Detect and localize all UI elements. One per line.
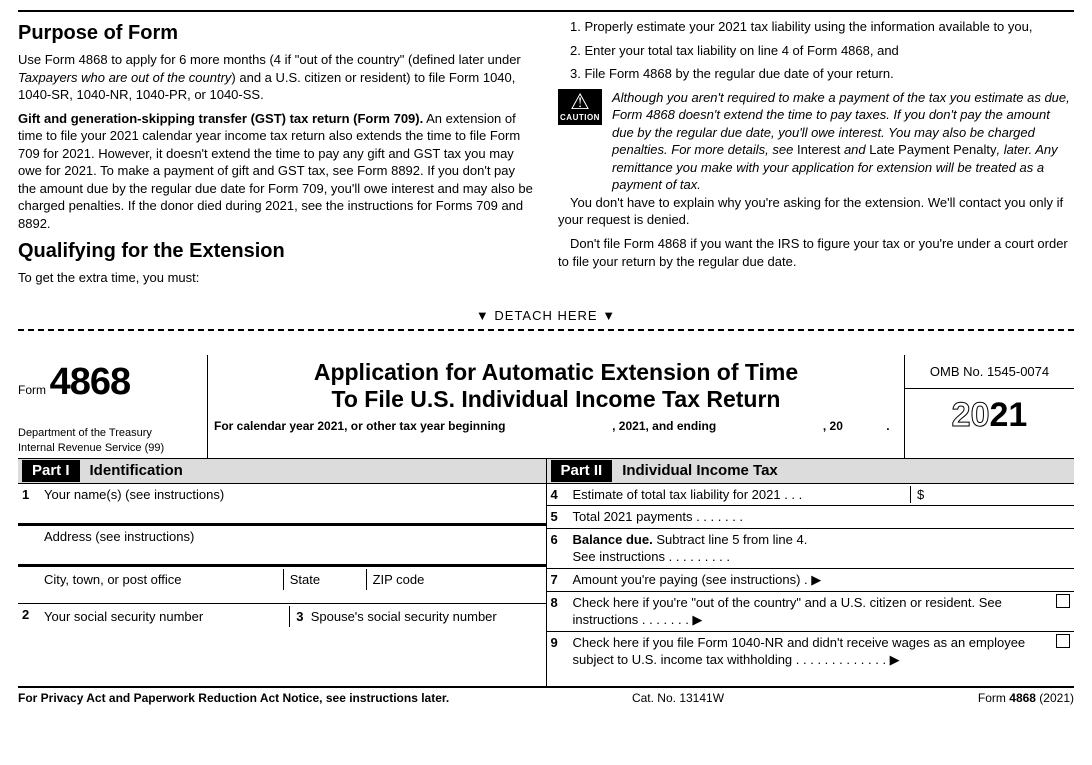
line-num-9: 9: [551, 634, 573, 652]
caution-text: Although you aren't required to make a p…: [612, 89, 1074, 194]
line-address[interactable]: Address (see instructions): [18, 525, 546, 565]
ssn-label: Your social security number: [44, 606, 289, 628]
line-city-state-zip[interactable]: City, town, or post office State ZIP cod…: [18, 566, 546, 604]
omb-year-box: OMB No. 1545-0074 2021: [904, 355, 1074, 458]
form-title-1: Application for Automatic Extension of T…: [212, 359, 900, 387]
detach-line: [18, 329, 1074, 331]
line-7[interactable]: 7 Amount you're paying (see instructions…: [547, 569, 1075, 592]
form-ref: Form 4868 (2021): [810, 690, 1074, 706]
line-num-6: 6: [551, 531, 573, 549]
part-2-header: Part IIIndividual Income Tax: [547, 459, 1075, 484]
line-8-label: Check here if you're "out of the country…: [573, 594, 1051, 629]
form-header: Form 4868 Department of the Treasury Int…: [18, 355, 1074, 459]
form-word: Form: [18, 383, 46, 397]
line-9[interactable]: 9 Check here if you file Form 1040-NR an…: [547, 632, 1075, 686]
part-2-tag: Part II: [551, 460, 613, 482]
omb-number: OMB No. 1545-0074: [905, 355, 1074, 390]
form-id-box: Form 4868 Department of the Treasury Int…: [18, 355, 208, 458]
top-rule: [18, 10, 1074, 12]
line-num-1: 1: [22, 486, 44, 504]
para-dontfile: Don't file Form 4868 if you want the IRS…: [558, 235, 1074, 270]
privacy-notice: For Privacy Act and Paperwork Reduction …: [18, 690, 546, 706]
line-num-8: 8: [551, 594, 573, 612]
para-qualify: To get the extra time, you must:: [18, 269, 534, 287]
para-purpose: Use Form 4868 to apply for 6 more months…: [18, 51, 534, 104]
line-4-label: Estimate of total tax liability for 2021…: [573, 486, 911, 504]
caution-label: CAUTION: [560, 113, 600, 124]
calendar-year-line: For calendar year 2021, or other tax yea…: [212, 414, 900, 436]
form-title-box: Application for Automatic Extension of T…: [208, 355, 904, 458]
line-5-label: Total 2021 payments . . . . . . .: [573, 508, 911, 526]
line-num-3: 3: [296, 609, 303, 624]
part-1-header: Part IIdentification: [18, 459, 546, 484]
part-1: Part IIdentification 1 Your name(s) (see…: [18, 459, 547, 686]
zip-label: ZIP code: [366, 569, 542, 591]
address-label: Address (see instructions): [44, 528, 542, 546]
city-label: City, town, or post office: [44, 569, 283, 591]
warning-triangle-icon: ⚠: [570, 91, 590, 113]
form-body: Part IIdentification 1 Your name(s) (see…: [18, 459, 1074, 686]
list-item-1: 1. Properly estimate your 2021 tax liabi…: [558, 18, 1074, 36]
form-footer: For Privacy Act and Paperwork Reduction …: [18, 686, 1074, 706]
para-noexplain: You don't have to explain why you're ask…: [558, 194, 1074, 229]
state-label: State: [283, 569, 366, 591]
checkbox-line-8[interactable]: [1056, 594, 1070, 608]
detach-label: ▼ DETACH HERE ▼: [18, 307, 1074, 325]
line-4[interactable]: 4 Estimate of total tax liability for 20…: [547, 484, 1075, 507]
part-2: Part IIIndividual Income Tax 4 Estimate …: [547, 459, 1075, 686]
line-6-label: Balance due. Subtract line 5 from line 4…: [573, 531, 911, 566]
line-ssn[interactable]: 2 Your social security number 3 Spouse's…: [18, 604, 546, 638]
list-item-2: 2. Enter your total tax liability on lin…: [558, 42, 1074, 60]
dept-treasury: Department of the Treasury: [18, 426, 199, 441]
line-num-2: 2: [22, 606, 44, 624]
heading-purpose: Purpose of Form: [18, 20, 534, 47]
caution-block: ⚠ CAUTION Although you aren't required t…: [558, 89, 1074, 194]
col-left: Purpose of Form Use Form 4868 to apply f…: [18, 18, 534, 293]
line-num-5: 5: [551, 508, 573, 526]
heading-qualify: Qualifying for the Extension: [18, 238, 534, 265]
list-item-3: 3. File Form 4868 by the regular due dat…: [558, 65, 1074, 83]
tax-year: 2021: [905, 389, 1074, 439]
part-1-tag: Part I: [22, 460, 80, 482]
line-9-label: Check here if you file Form 1040-NR and …: [573, 634, 1051, 669]
form-title-2: To File U.S. Individual Income Tax Retur…: [212, 386, 900, 414]
line-4-amount[interactable]: $: [910, 486, 1070, 504]
line-num-4: 4: [551, 486, 573, 504]
instructions-columns: Purpose of Form Use Form 4868 to apply f…: [18, 18, 1074, 293]
para-gst: Gift and generation-skipping transfer (G…: [18, 110, 534, 233]
form-number: 4868: [50, 357, 131, 408]
line-1-name[interactable]: 1 Your name(s) (see instructions): [18, 484, 546, 524]
caution-icon: ⚠ CAUTION: [558, 89, 602, 126]
line-6[interactable]: 6 Balance due. Subtract line 5 from line…: [547, 529, 1075, 569]
dept-irs: Internal Revenue Service (99): [18, 441, 199, 456]
catalog-number: Cat. No. 13141W: [546, 690, 810, 706]
spouse-ssn-label: Spouse's social security number: [311, 609, 497, 624]
line-1-label: Your name(s) (see instructions): [44, 486, 542, 504]
col-right: 1. Properly estimate your 2021 tax liabi…: [558, 18, 1074, 293]
line-7-label: Amount you're paying (see instructions) …: [573, 571, 911, 589]
line-num-7: 7: [551, 571, 573, 589]
line-5[interactable]: 5 Total 2021 payments . . . . . . .: [547, 506, 1075, 529]
checkbox-line-9[interactable]: [1056, 634, 1070, 648]
line-8[interactable]: 8 Check here if you're "out of the count…: [547, 592, 1075, 632]
